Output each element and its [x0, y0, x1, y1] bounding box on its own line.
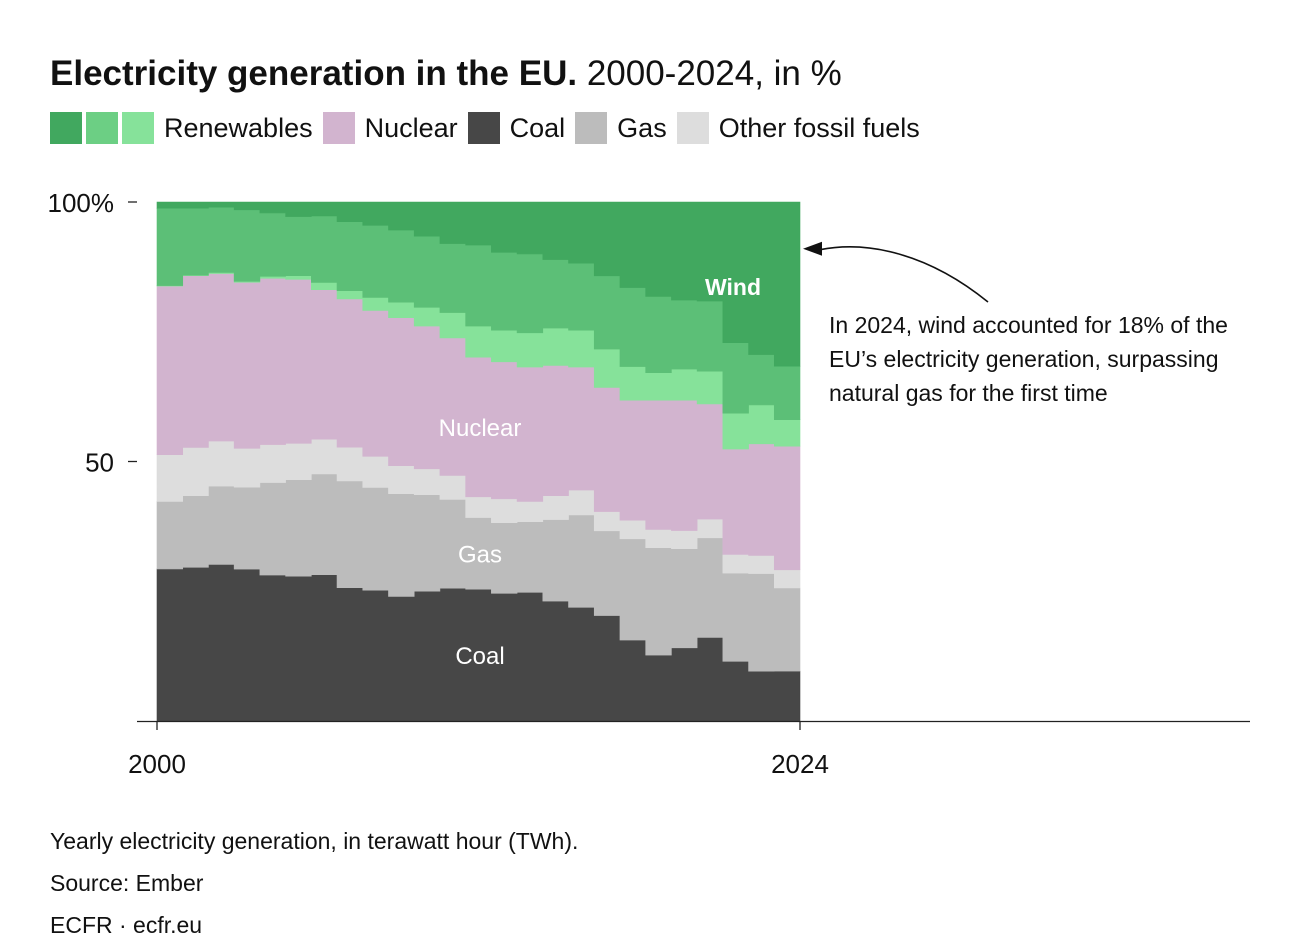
- annotation-arrow-head: [803, 241, 822, 256]
- legend-swatch-gas: [575, 112, 608, 144]
- footer-note: Yearly electricity generation, in terawa…: [50, 828, 579, 854]
- area-label-coal: Coal: [455, 643, 504, 670]
- legend-swatch-nuclear: [322, 112, 355, 144]
- chart-title: Electricity generation in the EU. 2000-2…: [50, 54, 842, 94]
- y-tick-label: 50: [85, 448, 114, 478]
- stacked-area-chart: 100% 50 2000 2024 Wind Nuclear Gas Coal In 2024,…: [48, 188, 1250, 779]
- legend-swatch-renewables-3: [122, 112, 154, 144]
- chart-title-main: Electricity generation in the EU.: [50, 54, 578, 93]
- x-tick-label: 2000: [128, 749, 186, 779]
- legend-swatch-renewables-1: [50, 112, 82, 144]
- legend-label-coal: Coal: [509, 112, 566, 143]
- legend-swatch-other-fossil-fuels: [676, 112, 709, 144]
- annotation-arrow-line: [819, 246, 989, 303]
- footer-source: Source: Ember: [50, 870, 204, 896]
- legend-label-renewables: Renewables: [164, 112, 313, 143]
- area-label-wind: Wind: [705, 274, 761, 300]
- chart-legend: Renewables Nuclear Coal Gas Other fossil fue…: [50, 110, 930, 146]
- chart-subtitle: 2000-2024, in %: [586, 54, 842, 93]
- annotation-text-line: EU’s electricity generation, surpassing: [829, 346, 1218, 372]
- y-tick-label: 100%: [48, 188, 115, 218]
- legend-label-nuclear: Nuclear: [364, 112, 458, 143]
- legend-swatch-coal: [467, 112, 500, 144]
- annotation-text-line: natural gas for the first time: [829, 380, 1108, 406]
- legend-label-other-fossil-fuels: Other fossil fuels: [718, 112, 920, 143]
- footer-credit: ECFR · ecfr.eu: [50, 912, 203, 938]
- x-tick-label: 2024: [771, 749, 829, 779]
- legend-swatch-renewables-2: [86, 112, 118, 144]
- annotation-text-line: In 2024, wind accounted for 18% of the: [829, 312, 1228, 338]
- area-label-nuclear: Nuclear: [439, 415, 522, 442]
- chart-footer: Yearly electricity generation, in terawa…: [50, 820, 578, 946]
- area-wind: [156, 201, 801, 367]
- legend-label-gas: Gas: [617, 112, 667, 143]
- area-label-gas: Gas: [458, 541, 502, 568]
